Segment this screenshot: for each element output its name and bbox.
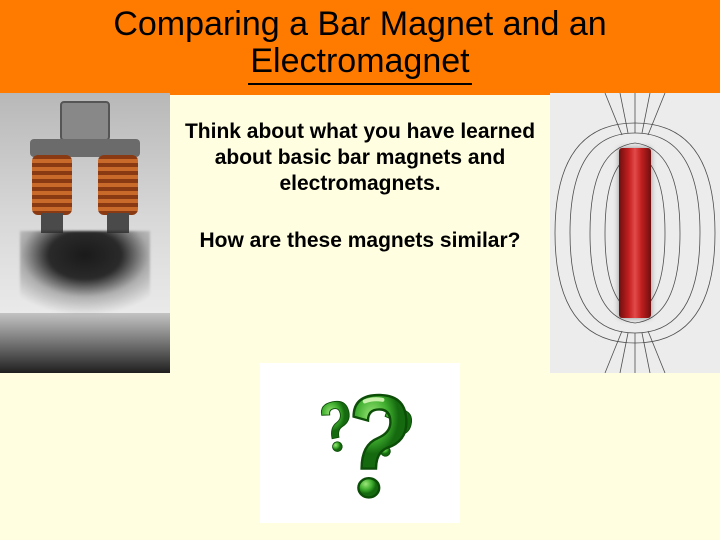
title-line2: Electromagnet (248, 43, 471, 84)
paragraph-1: Think about what you have learned about … (180, 119, 540, 198)
electromagnet-photo (0, 93, 170, 373)
bar-magnet-photo (550, 93, 720, 373)
electromagnet-pole-left (41, 213, 63, 233)
title-bar: Comparing a Bar Magnet and an Electromag… (0, 0, 720, 95)
electromagnet-coil-left (32, 155, 72, 215)
slide-title: Comparing a Bar Magnet and an Electromag… (10, 6, 710, 85)
question-marks-image (260, 363, 460, 523)
electromagnet-pole-right (107, 213, 129, 233)
electromagnet-mount (60, 101, 110, 141)
title-line1: Comparing a Bar Magnet and an (113, 5, 606, 43)
bar-magnet (619, 148, 651, 318)
electromagnet-coil-right (98, 155, 138, 215)
body-text: Think about what you have learned about … (180, 119, 540, 284)
paragraph-2: How are these magnets similar? (180, 228, 540, 254)
iron-filings-pile (0, 313, 170, 373)
content-area: Think about what you have learned about … (0, 95, 720, 533)
question-marks-icon (280, 373, 440, 513)
